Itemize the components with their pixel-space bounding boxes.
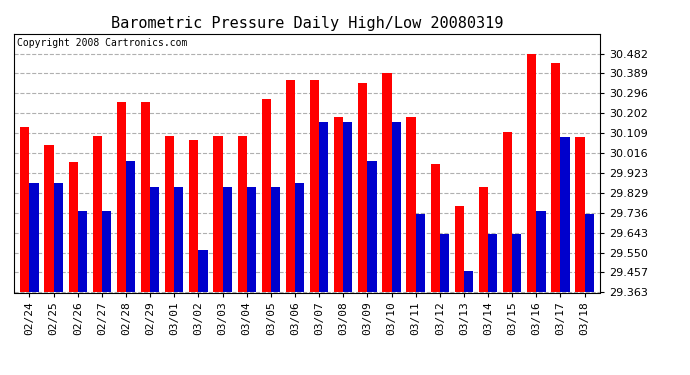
Bar [286, 80, 295, 292]
Bar [488, 234, 497, 292]
Bar [30, 183, 39, 292]
Bar [175, 188, 184, 292]
Bar [406, 117, 415, 292]
Bar [54, 183, 63, 292]
Bar [262, 99, 271, 292]
Bar [237, 136, 247, 292]
Bar [20, 127, 30, 292]
Bar [551, 63, 560, 292]
Bar [126, 161, 135, 292]
Bar [464, 271, 473, 292]
Bar [68, 162, 78, 292]
Bar [367, 161, 377, 292]
Bar [165, 136, 175, 292]
Bar [78, 211, 87, 292]
Bar [141, 102, 150, 292]
Bar [117, 102, 126, 292]
Bar [102, 211, 111, 292]
Bar [310, 80, 319, 292]
Bar [343, 122, 353, 292]
Bar [584, 214, 594, 292]
Bar [319, 122, 328, 292]
Bar [503, 132, 512, 292]
Bar [512, 234, 522, 292]
Bar [189, 141, 199, 292]
Bar [440, 234, 449, 292]
Bar [358, 83, 367, 292]
Bar [223, 188, 232, 292]
Bar [479, 188, 488, 292]
Bar [527, 54, 536, 292]
Bar [199, 251, 208, 292]
Bar [213, 136, 223, 292]
Bar [536, 211, 546, 292]
Bar [431, 164, 440, 292]
Bar [560, 137, 570, 292]
Bar [247, 188, 256, 292]
Bar [44, 145, 54, 292]
Bar [295, 183, 304, 292]
Bar [382, 73, 391, 292]
Bar [391, 122, 401, 292]
Bar [575, 137, 584, 292]
Bar [271, 188, 280, 292]
Bar [455, 206, 464, 292]
Bar [92, 136, 102, 292]
Text: Copyright 2008 Cartronics.com: Copyright 2008 Cartronics.com [17, 38, 187, 48]
Bar [150, 188, 159, 292]
Bar [334, 117, 343, 292]
Bar [415, 214, 425, 292]
Title: Barometric Pressure Daily High/Low 20080319: Barometric Pressure Daily High/Low 20080… [111, 16, 503, 31]
